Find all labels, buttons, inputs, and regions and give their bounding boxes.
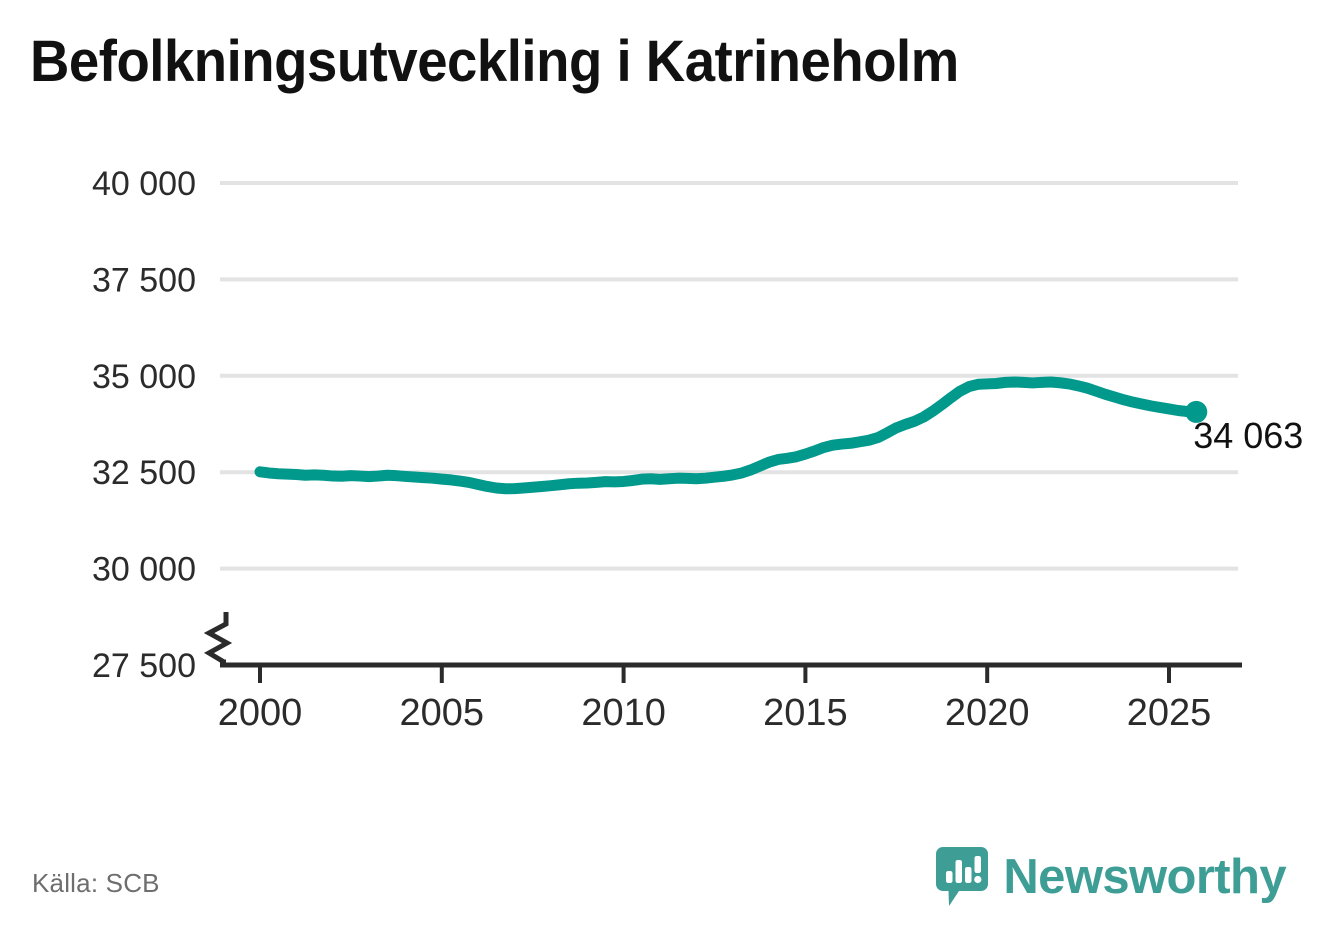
x-tick-label: 2020 <box>945 692 1030 734</box>
data-line-series <box>254 376 1202 495</box>
y-tick-label: 27 500 <box>92 647 196 685</box>
end-value-label: 34 063 <box>1193 415 1303 456</box>
page-title: Befolkningsutveckling i Katrineholm <box>30 29 959 94</box>
end-value-label-text: 34 063 <box>1193 415 1303 456</box>
source-note: Källa: SCB <box>32 868 160 898</box>
x-tick-label: 2010 <box>581 692 666 734</box>
gridlines <box>220 181 1238 667</box>
y-axis-tick-labels: 27 500 30 000 32 500 35 000 37 500 40 000 <box>92 165 196 685</box>
y-tick-label: 35 000 <box>92 358 196 396</box>
x-tick-label: 2015 <box>763 692 848 734</box>
x-tick-label: 2005 <box>400 692 485 734</box>
x-axis-ticks <box>258 665 1171 683</box>
axis-break-zigzag-icon <box>203 612 233 665</box>
x-tick-label: 2000 <box>218 692 303 734</box>
brand-name: Newsworthy <box>1003 850 1286 904</box>
x-axis-tick-labels: 2000 2005 2010 2015 2020 2025 <box>218 692 1212 734</box>
series-end-dot <box>1185 400 1208 423</box>
y-tick-label: 40 000 <box>92 165 196 203</box>
axis-break-glyph <box>203 612 233 665</box>
newsworthy-bar-chart-bubble-icon <box>935 846 989 908</box>
y-tick-label: 30 000 <box>92 551 196 589</box>
series-line-katrineholm <box>254 376 1202 495</box>
x-tick-label: 2025 <box>1127 692 1212 734</box>
newsworthy-logo: Newsworthy <box>935 846 1287 908</box>
end-point-marker <box>1185 400 1208 423</box>
y-tick-label: 37 500 <box>92 261 196 299</box>
y-tick-label: 32 500 <box>92 454 196 492</box>
